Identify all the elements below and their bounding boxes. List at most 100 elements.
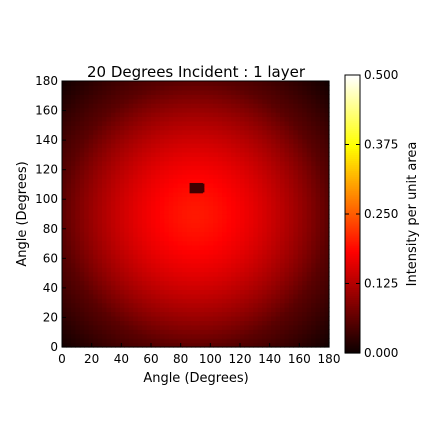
- colorbar-segment: [345, 212, 360, 215]
- heatmap-cell: [75, 143, 81, 149]
- heatmap-cell: [288, 298, 294, 304]
- heatmap-cell: [311, 284, 317, 290]
- heatmap-cell: [173, 160, 179, 166]
- heatmap-cell: [271, 143, 277, 149]
- heatmap-cell: [137, 293, 143, 299]
- heatmap-cell: [240, 338, 246, 344]
- heatmap-cell: [280, 324, 286, 330]
- heatmap-cell: [177, 289, 183, 295]
- x-axis-label: Angle (Degrees): [143, 371, 248, 386]
- heatmap-cell: [75, 253, 81, 259]
- heatmap-cell: [124, 284, 130, 290]
- heatmap-cell: [195, 324, 201, 330]
- heatmap-cell: [168, 191, 174, 197]
- heatmap-cell: [88, 205, 94, 211]
- heatmap-cell: [88, 174, 94, 180]
- heatmap-cell: [137, 289, 143, 295]
- heatmap-cell: [284, 342, 290, 348]
- heatmap-cell: [84, 143, 90, 149]
- heatmap-cell: [226, 293, 232, 299]
- heatmap-cell: [115, 302, 121, 308]
- heatmap-cell: [235, 89, 241, 95]
- heatmap-cell: [302, 94, 308, 100]
- heatmap-cell: [66, 253, 72, 259]
- heatmap-cell: [244, 214, 250, 220]
- heatmap-cell: [311, 276, 317, 282]
- heatmap-cell: [146, 231, 152, 237]
- heatmap-cell: [84, 147, 90, 153]
- heatmap-cell: [102, 222, 108, 228]
- heatmap-cell: [280, 209, 286, 215]
- heatmap-cell: [324, 315, 330, 321]
- heatmap-cell: [266, 143, 272, 149]
- heatmap-cell: [164, 103, 170, 109]
- plot-frame: [61, 80, 330, 348]
- heatmap-cell: [79, 311, 85, 317]
- heatmap-cell: [146, 276, 152, 282]
- heatmap-cell: [97, 276, 103, 282]
- heatmap-cell: [102, 120, 108, 126]
- heatmap-cell: [315, 147, 321, 153]
- heatmap-cell: [115, 125, 121, 131]
- heatmap-cell: [182, 262, 188, 268]
- heatmap-cell: [217, 103, 223, 109]
- heatmap-cell: [128, 311, 134, 317]
- heatmap-cell: [311, 329, 317, 335]
- heatmap-cell: [124, 289, 130, 295]
- colorbar-label: Intensity per unit area: [405, 142, 420, 287]
- heatmap-cell: [231, 218, 237, 224]
- heatmap-cell: [191, 333, 197, 339]
- heatmap-cell: [110, 94, 116, 100]
- heatmap-cell: [75, 191, 81, 197]
- heatmap-cell: [151, 262, 157, 268]
- heatmap-cell: [315, 258, 321, 264]
- heatmap-cell: [137, 302, 143, 308]
- heatmap-cell: [79, 89, 85, 95]
- heatmap-cell: [315, 267, 321, 273]
- heatmap-cell: [66, 143, 72, 149]
- heatmap-cell: [164, 125, 170, 131]
- heatmap-cell: [293, 134, 299, 140]
- heatmap-cell: [62, 169, 68, 175]
- heatmap-cell: [84, 253, 90, 259]
- heatmap-cell: [195, 112, 201, 118]
- heatmap-cell: [248, 129, 254, 135]
- heatmap-cell: [84, 249, 90, 255]
- heatmap-cell: [79, 191, 85, 197]
- heatmap-cell: [240, 311, 246, 317]
- heatmap-cell: [226, 160, 232, 166]
- heatmap-cell: [235, 276, 241, 282]
- heatmap-cell: [137, 205, 143, 211]
- heatmap-cell: [155, 222, 161, 228]
- heatmap-cell: [257, 200, 263, 206]
- heatmap-cell: [288, 307, 294, 313]
- heatmap-cell: [137, 116, 143, 122]
- heatmap-cell: [186, 338, 192, 344]
- heatmap-cell: [315, 231, 321, 237]
- heatmap-cell: [84, 89, 90, 95]
- heatmap-cell: [275, 178, 281, 184]
- heatmap-cell: [320, 94, 326, 100]
- heatmap-cell: [66, 209, 72, 215]
- heatmap-cell: [199, 147, 205, 153]
- heatmap-cell: [137, 262, 143, 268]
- heatmap-cell: [151, 302, 157, 308]
- heatmap-cell: [266, 315, 272, 321]
- heatmap-cell: [88, 249, 94, 255]
- heatmap-cell: [97, 89, 103, 95]
- heatmap-cell: [226, 284, 232, 290]
- heatmap-cell: [275, 187, 281, 193]
- heatmap-cell: [271, 182, 277, 188]
- heatmap-cell: [253, 338, 259, 344]
- heatmap-cell: [297, 276, 303, 282]
- heatmap-cell: [315, 160, 321, 166]
- heatmap-cell: [173, 200, 179, 206]
- heatmap-cell: [311, 293, 317, 299]
- heatmap-cell: [164, 151, 170, 157]
- heatmap-cell: [124, 98, 130, 104]
- heatmap-cell: [97, 120, 103, 126]
- heatmap-cell: [146, 333, 152, 339]
- heatmap-cell: [253, 174, 259, 180]
- heatmap-cell: [320, 182, 326, 188]
- heatmap-cell: [66, 94, 72, 100]
